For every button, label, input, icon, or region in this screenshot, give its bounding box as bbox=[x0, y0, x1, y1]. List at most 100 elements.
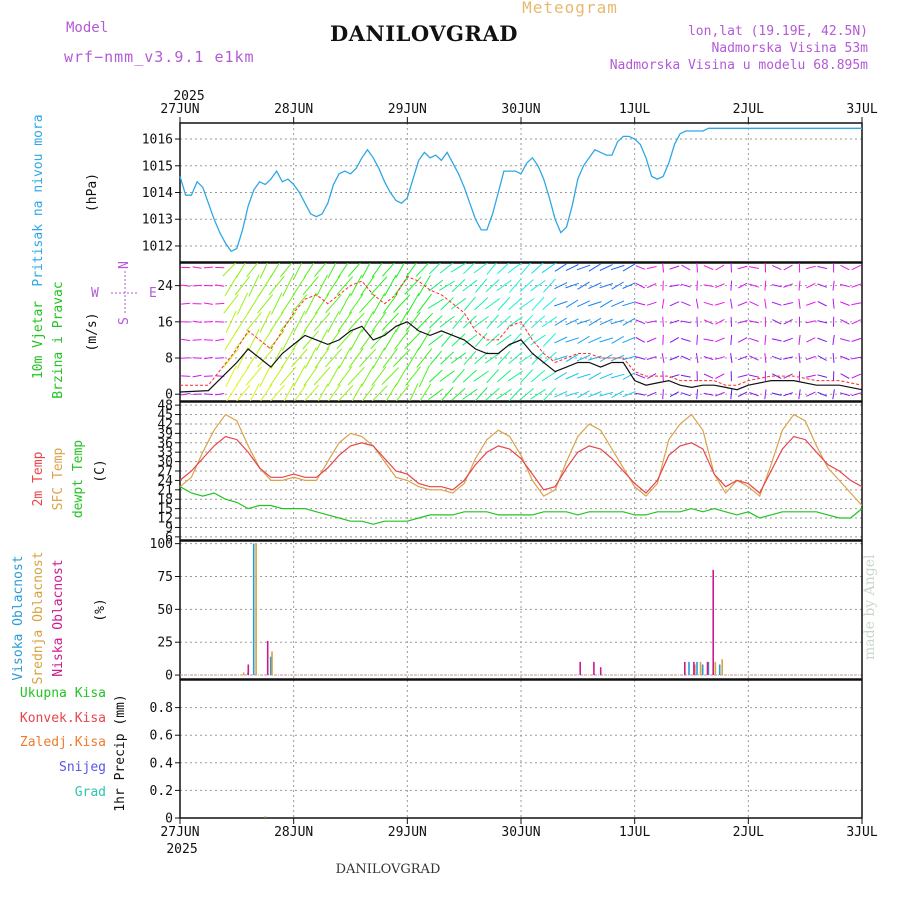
y-tick-label: 9 bbox=[165, 521, 173, 536]
wind-direction-arrow bbox=[798, 352, 801, 364]
wind-direction-arrow bbox=[181, 392, 191, 396]
wind-direction-arrow bbox=[313, 366, 331, 386]
y-tick-label: 48 bbox=[157, 399, 173, 414]
wind-direction-arrow bbox=[669, 319, 680, 324]
wind-direction-arrow bbox=[439, 280, 456, 291]
wind-direction-arrow bbox=[588, 336, 602, 344]
wind-direction-arrow bbox=[463, 350, 477, 366]
wind-direction-arrow bbox=[507, 370, 524, 382]
y-tick-label: 16 bbox=[157, 315, 173, 330]
wind-direction-arrow bbox=[715, 264, 725, 271]
wind-direction-arrow bbox=[577, 335, 590, 344]
wind-direction-arrow bbox=[382, 293, 398, 314]
wind-direction-arrow bbox=[486, 369, 499, 384]
wind-direction-arrow bbox=[703, 373, 714, 379]
y-tick-label: 21 bbox=[157, 483, 173, 498]
wind-direction-arrow bbox=[703, 319, 714, 325]
wind-direction-arrow bbox=[314, 263, 327, 278]
wind-direction-arrow bbox=[680, 392, 691, 397]
wind-direction-arrow bbox=[223, 348, 240, 368]
wind-direction-arrow bbox=[783, 302, 794, 306]
wind-direction-arrow bbox=[235, 311, 250, 333]
wind-direction-arrow bbox=[610, 264, 625, 271]
precip-legend-item: Ukupna Kisa bbox=[20, 686, 106, 701]
wind-direction-arrow bbox=[543, 278, 556, 293]
wind-direction-arrow bbox=[451, 279, 466, 293]
compass-north: N bbox=[117, 261, 132, 269]
compass-west: W bbox=[91, 286, 99, 301]
wind-direction-arrow bbox=[203, 302, 213, 305]
wind-direction-arrow bbox=[260, 384, 273, 401]
wind-direction-arrow bbox=[772, 319, 782, 325]
wind-direction-arrow bbox=[497, 350, 511, 366]
wind-direction-arrow bbox=[347, 366, 365, 386]
wind-direction-arrow bbox=[225, 310, 237, 333]
date-label-bottom: 2JUL bbox=[733, 825, 764, 840]
wind-direction-arrow bbox=[303, 263, 315, 278]
wind-direction-arrow bbox=[622, 263, 636, 272]
wind-direction-arrow bbox=[497, 296, 511, 311]
wind-direction-arrow bbox=[749, 266, 759, 269]
wind-direction-arrow bbox=[192, 320, 202, 323]
wind-direction-arrow bbox=[215, 284, 225, 287]
wind-direction-arrow bbox=[748, 374, 760, 378]
wind-direction-arrow bbox=[463, 263, 476, 275]
wind-direction-arrow bbox=[215, 393, 225, 396]
wind-direction-arrow bbox=[714, 301, 725, 306]
wind-direction-arrow bbox=[771, 284, 782, 288]
wind-direction-arrow bbox=[851, 392, 862, 397]
wind-direction-arrow bbox=[554, 336, 568, 344]
y-tick-label: 25 bbox=[157, 636, 173, 651]
meteogram-label: Meteogram bbox=[522, 0, 618, 17]
wind-direction-arrow bbox=[192, 357, 202, 359]
wind-direction-arrow bbox=[635, 282, 646, 289]
wind-direction-arrow bbox=[293, 310, 306, 333]
wind-direction-arrow bbox=[748, 320, 760, 324]
cloud-bar bbox=[684, 661, 686, 675]
wind-direction-arrow bbox=[269, 311, 284, 333]
wind-direction-arrow bbox=[496, 388, 512, 400]
wind-direction-arrow bbox=[662, 371, 664, 382]
wind-direction-arrow bbox=[338, 347, 352, 369]
wind-direction-arrow bbox=[440, 351, 455, 365]
wind-direction-arrow bbox=[303, 366, 319, 387]
date-label-top: 28JUN bbox=[274, 102, 313, 117]
wind-direction-arrow bbox=[681, 301, 691, 307]
wind-direction-arrow bbox=[382, 348, 398, 368]
wind-direction-arrow bbox=[832, 298, 835, 309]
wind-direction-arrow bbox=[599, 391, 614, 397]
wind-direction-arrow bbox=[215, 302, 225, 305]
wind-direction-arrow bbox=[749, 392, 759, 397]
wind-direction-arrow bbox=[806, 337, 816, 343]
wind-direction-arrow bbox=[372, 347, 386, 369]
cloud-bar bbox=[269, 656, 272, 676]
wind-direction-arrow bbox=[715, 373, 725, 379]
wind-direction-arrow bbox=[348, 348, 364, 368]
cloud-bar bbox=[688, 661, 690, 675]
date-label-top: 1JUL bbox=[619, 102, 650, 117]
wind-direction-arrow bbox=[695, 353, 699, 364]
y-tick-label: 36 bbox=[157, 436, 173, 451]
wind-direction-arrow bbox=[293, 263, 303, 279]
wind-direction-arrow bbox=[554, 263, 567, 272]
wind-direction-arrow bbox=[385, 383, 397, 401]
panel-frame-temperature bbox=[179, 401, 863, 541]
wind-direction-arrow bbox=[372, 292, 386, 315]
wind-direction-arrow bbox=[314, 293, 330, 314]
wind-direction-arrow bbox=[783, 319, 793, 325]
date-label-bottom: 3JUL bbox=[846, 825, 877, 840]
wind-direction-arrow bbox=[462, 388, 478, 400]
wind-direction-arrow bbox=[509, 278, 522, 293]
wind-direction-arrow bbox=[839, 283, 850, 288]
wind-direction-arrow bbox=[406, 293, 420, 315]
y-tick-label: 15 bbox=[157, 502, 173, 517]
wind-direction-arrow bbox=[832, 389, 835, 400]
wind-direction-arrow bbox=[404, 276, 422, 295]
wind-direction-arrow bbox=[730, 334, 733, 345]
wind-direction-arrow bbox=[371, 263, 383, 278]
wind-direction-arrow bbox=[577, 281, 590, 290]
wind-direction-arrow bbox=[749, 301, 759, 307]
wind-direction-arrow bbox=[248, 328, 260, 351]
wind-direction-arrow bbox=[851, 319, 862, 325]
precip-legend-item: Konvek.Kisa bbox=[20, 711, 106, 726]
